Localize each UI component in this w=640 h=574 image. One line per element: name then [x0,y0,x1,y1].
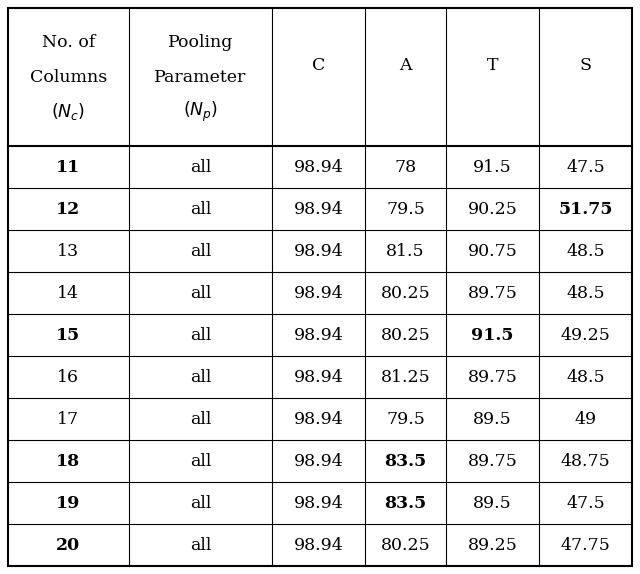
Text: No. of: No. of [42,34,95,51]
Text: 51.75: 51.75 [558,200,612,218]
Text: 17: 17 [58,410,79,428]
Text: 13: 13 [58,242,79,259]
Text: 49.25: 49.25 [561,327,611,343]
Text: S: S [579,57,591,75]
Text: 19: 19 [56,494,81,511]
Text: Pooling: Pooling [168,34,233,51]
Text: T: T [486,57,498,75]
Text: 83.5: 83.5 [385,452,427,470]
Text: 98.94: 98.94 [294,452,344,470]
Text: all: all [190,158,211,176]
Text: 49: 49 [574,410,596,428]
Text: 80.25: 80.25 [381,285,431,301]
Text: 12: 12 [56,200,81,218]
Text: all: all [190,494,211,511]
Text: all: all [190,200,211,218]
Text: all: all [190,410,211,428]
Text: 81.25: 81.25 [381,369,431,386]
Text: 98.94: 98.94 [294,537,344,553]
Text: $(N_p)$: $(N_p)$ [183,99,218,123]
Text: 98.94: 98.94 [294,410,344,428]
Text: 48.5: 48.5 [566,285,605,301]
Text: 11: 11 [56,158,81,176]
Text: 83.5: 83.5 [385,494,427,511]
Text: all: all [190,242,211,259]
Text: all: all [190,537,211,553]
Text: 89.5: 89.5 [473,494,512,511]
Text: all: all [190,452,211,470]
Text: 78: 78 [394,158,417,176]
Text: 98.94: 98.94 [294,369,344,386]
Text: 48.5: 48.5 [566,369,605,386]
Text: 90.75: 90.75 [467,242,517,259]
Text: 15: 15 [56,327,81,343]
Text: 79.5: 79.5 [386,200,425,218]
Text: A: A [399,57,412,75]
Text: Parameter: Parameter [154,68,246,86]
Text: 89.75: 89.75 [467,285,517,301]
Text: all: all [190,285,211,301]
Text: 98.94: 98.94 [294,285,344,301]
Text: 47.5: 47.5 [566,494,605,511]
Text: 89.75: 89.75 [467,369,517,386]
Text: C: C [312,57,325,75]
Text: 47.5: 47.5 [566,158,605,176]
Text: 79.5: 79.5 [386,410,425,428]
Text: 47.75: 47.75 [561,537,611,553]
Text: 90.25: 90.25 [467,200,517,218]
Text: 89.5: 89.5 [473,410,512,428]
Text: 98.94: 98.94 [294,242,344,259]
Text: 89.75: 89.75 [467,452,517,470]
Text: 80.25: 80.25 [381,537,431,553]
Text: 98.94: 98.94 [294,327,344,343]
Text: 89.25: 89.25 [467,537,517,553]
Text: 14: 14 [58,285,79,301]
Text: 91.5: 91.5 [471,327,514,343]
Text: 91.5: 91.5 [473,158,512,176]
Text: 16: 16 [58,369,79,386]
Text: 80.25: 80.25 [381,327,431,343]
Text: $(N_c)$: $(N_c)$ [51,101,86,122]
Text: 98.94: 98.94 [294,158,344,176]
Text: 98.94: 98.94 [294,494,344,511]
Text: 20: 20 [56,537,81,553]
Text: 81.5: 81.5 [386,242,425,259]
Text: 98.94: 98.94 [294,200,344,218]
Text: all: all [190,327,211,343]
Text: Columns: Columns [30,68,107,86]
Text: 18: 18 [56,452,81,470]
Text: 48.5: 48.5 [566,242,605,259]
Text: all: all [190,369,211,386]
Text: 48.75: 48.75 [561,452,611,470]
